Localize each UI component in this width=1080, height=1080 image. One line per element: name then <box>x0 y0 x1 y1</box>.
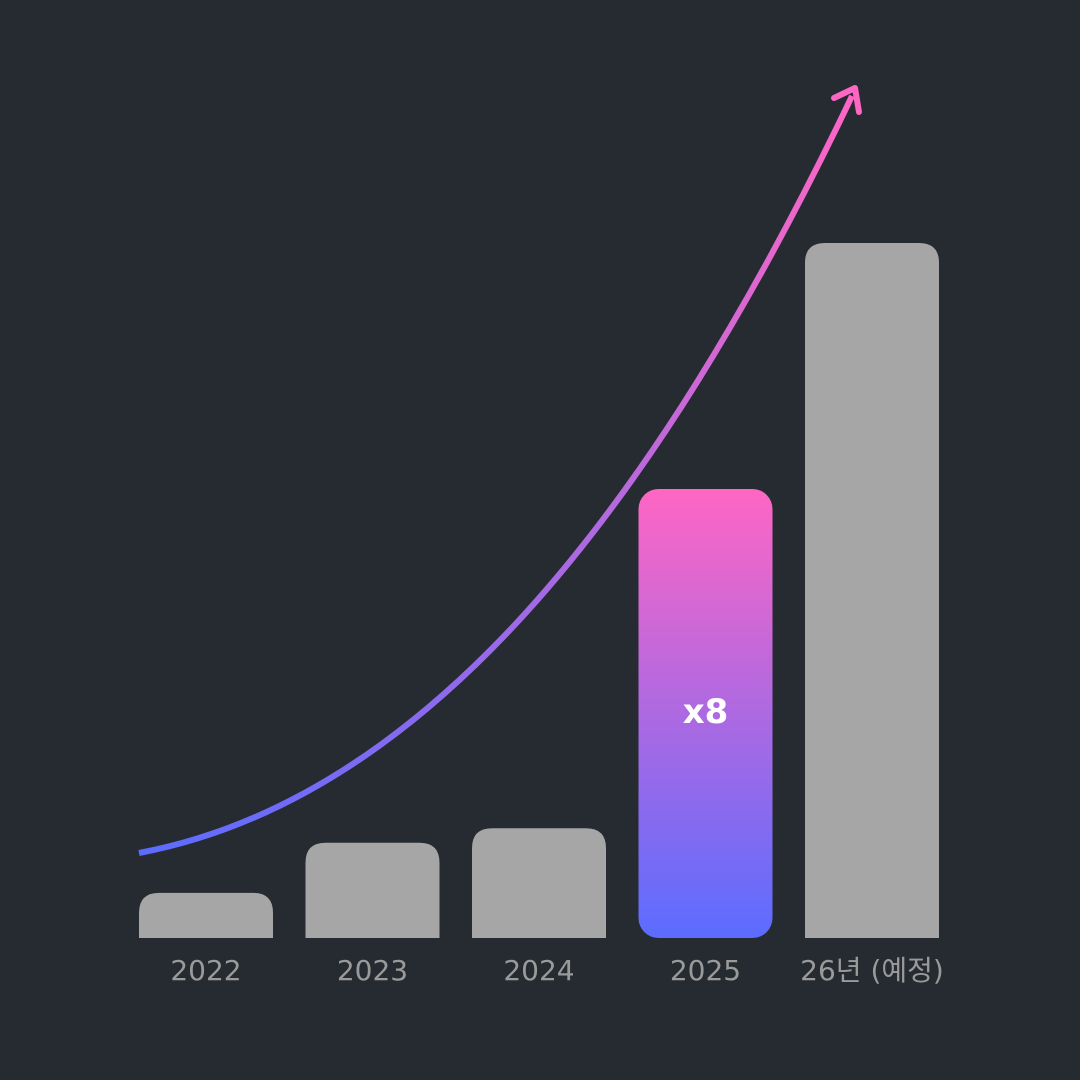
x-tick-label: 2025 <box>670 954 741 987</box>
bar <box>638 489 773 938</box>
bar <box>805 243 939 938</box>
x-tick-label: 2024 <box>503 954 574 987</box>
x-tick-label: 26년 (예정) <box>800 954 944 987</box>
annotation: x8 <box>683 692 729 732</box>
trend-arrow <box>138 94 855 856</box>
x-tick-label: 2022 <box>170 954 241 987</box>
bar <box>139 892 273 938</box>
arrow-head <box>831 85 862 115</box>
x-tick-label: 2023 <box>337 954 408 987</box>
bar <box>305 842 440 938</box>
bars <box>139 243 939 938</box>
bar <box>472 828 606 938</box>
